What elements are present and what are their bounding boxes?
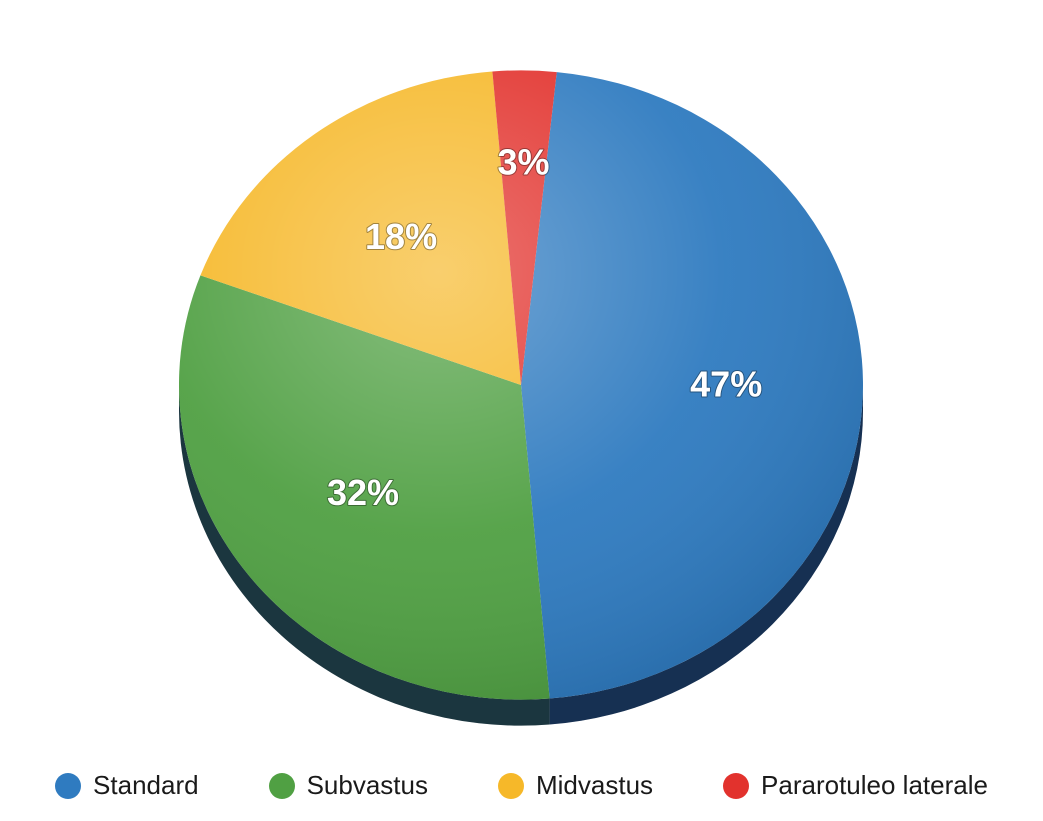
slice-label: 3% [497,141,549,182]
pie-chart: 47% 32% 18% 3% Standard Subvastus Midvastus Pa… [0,0,1043,821]
legend: Standard Subvastus Midvastus Pararotuleo la… [0,770,1043,801]
legend-swatch [55,773,81,799]
legend-label: Midvastus [536,770,653,801]
legend-item: Midvastus [498,770,653,801]
legend-swatch [269,773,295,799]
legend-item: Subvastus [269,770,428,801]
pie-svg: 47% 32% 18% 3% [0,0,1043,821]
legend-label: Subvastus [307,770,428,801]
legend-item: Standard [55,770,199,801]
legend-swatch [723,773,749,799]
legend-swatch [498,773,524,799]
legend-label: Standard [93,770,199,801]
legend-label: Pararotuleo laterale [761,770,988,801]
slice-label: 32% [327,472,399,513]
legend-item: Pararotuleo laterale [723,770,988,801]
slice-label: 47% [690,363,762,404]
slice-label: 18% [365,216,437,257]
